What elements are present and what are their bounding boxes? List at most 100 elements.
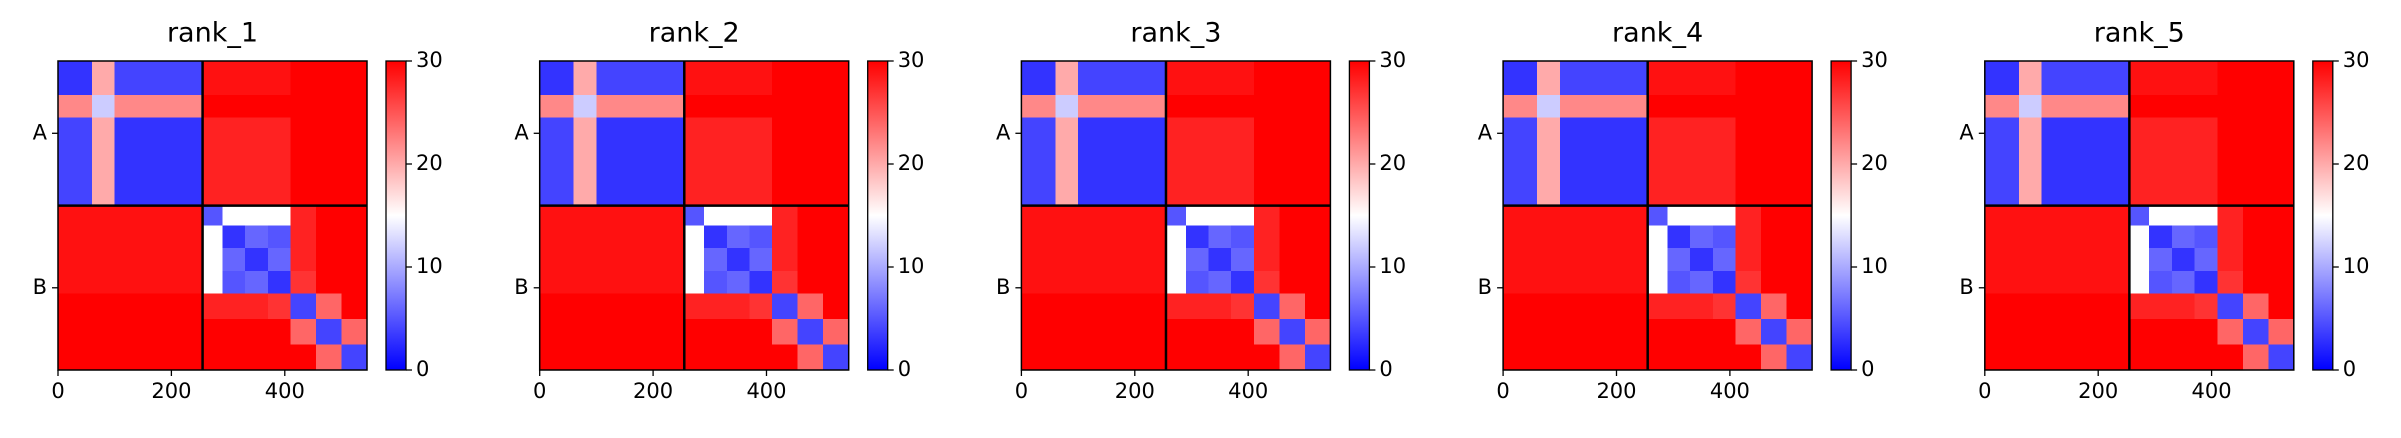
heatmap-cell — [2268, 270, 2295, 294]
heatmap-cell — [772, 293, 799, 320]
heatmap-cell — [58, 95, 93, 119]
heatmap-cell — [684, 318, 705, 345]
heatmap-cell — [1786, 293, 1813, 320]
heatmap-cell — [1165, 95, 1187, 119]
colorbar-tick-label: 0 — [2343, 357, 2356, 381]
heatmap-cell — [749, 248, 773, 272]
heatmap-cell — [1712, 270, 1737, 294]
heatmap-cell — [2149, 293, 2173, 320]
heatmap-cell — [1231, 117, 1255, 207]
heatmap-cell — [1735, 270, 1762, 294]
heatmap-cell — [1503, 248, 1538, 272]
heatmap-cell — [222, 318, 246, 345]
heatmap-cell — [1761, 225, 1788, 249]
x-tick-label: 0 — [533, 379, 546, 403]
heatmap-cell — [290, 318, 317, 345]
heatmap-cell — [2217, 248, 2244, 272]
x-tick-label: 400 — [1228, 379, 1268, 403]
heatmap-cell — [772, 61, 799, 96]
heatmap-cell — [749, 95, 773, 119]
heatmap-cell — [573, 117, 597, 207]
heatmap-cell — [596, 225, 685, 249]
heatmap-cell — [58, 318, 93, 345]
heatmap-cell — [341, 61, 368, 96]
colorbar-tick-label: 10 — [1379, 254, 1406, 278]
heatmap-cell — [92, 117, 116, 207]
heatmap-cell — [2268, 344, 2295, 371]
heatmap-cell — [92, 61, 116, 96]
panel-title: rank_5 — [2094, 18, 2185, 49]
heatmap-cell — [772, 95, 799, 119]
heatmap-cell — [704, 248, 728, 272]
heatmap-cell — [1786, 344, 1813, 371]
x-tick-label: 200 — [633, 379, 673, 403]
heatmap-cell — [704, 61, 728, 96]
heatmap-cell — [573, 248, 597, 272]
colorbar-tick-label: 10 — [898, 254, 925, 278]
heatmap-cell — [684, 95, 705, 119]
heatmap-cell — [222, 344, 246, 371]
heatmap-cell — [1021, 248, 1056, 272]
heatmap-cell — [1667, 344, 1691, 371]
heatmap-cell — [2149, 205, 2173, 226]
heatmap-cell — [1021, 270, 1056, 294]
panel-title: rank_4 — [1612, 18, 1703, 49]
heatmap-cell — [1647, 205, 1669, 226]
colorbar-tick-label: 30 — [416, 48, 443, 72]
heatmap-cell — [1185, 61, 1210, 96]
heatmap-cell — [684, 248, 705, 272]
heatmap-cell — [1984, 95, 2020, 119]
heatmap-cell — [2129, 248, 2150, 272]
heatmap-cell — [1503, 318, 1538, 345]
heatmap-cell — [1786, 117, 1813, 207]
heatmap-cell — [573, 95, 597, 119]
heatmap-cell — [726, 293, 750, 320]
heatmap-cell — [749, 318, 773, 345]
heatmap-cell — [1786, 270, 1813, 294]
heatmap-cell — [114, 270, 204, 294]
heatmap-cell — [573, 225, 597, 249]
heatmap-cell — [290, 225, 317, 249]
x-tick-label: 0 — [1496, 379, 1509, 403]
heatmap-cell — [1537, 95, 1561, 119]
heatmap-cell — [202, 117, 223, 207]
heatmap-cell — [1667, 225, 1691, 249]
heatmap-cell — [1503, 344, 1538, 371]
heatmap-cell — [1761, 293, 1788, 320]
heatmap-cell — [92, 225, 116, 249]
heatmap-cell — [1667, 117, 1691, 207]
heatmap-cell — [1667, 293, 1691, 320]
heatmap-cell — [1735, 205, 1762, 226]
heatmap-cell — [749, 344, 773, 371]
heatmap-cell — [1253, 225, 1280, 249]
y-tick-label: B — [1478, 275, 1492, 299]
heatmap-cell — [2129, 293, 2150, 320]
heatmap-cell — [1537, 318, 1561, 345]
heatmap-cell — [573, 318, 597, 345]
heatmap-cell — [1735, 225, 1762, 249]
heatmap-cell — [539, 248, 575, 272]
heatmap-cell — [1761, 248, 1788, 272]
heatmap-cell — [704, 270, 728, 294]
heatmap-cell — [2268, 318, 2295, 345]
heatmap-cell — [2268, 205, 2295, 226]
heatmap-cell — [1984, 61, 2020, 96]
heatmap-cell — [290, 344, 317, 371]
heatmap-cell — [684, 225, 705, 249]
x-tick-label: 0 — [1015, 379, 1028, 403]
heatmap-cell — [92, 344, 116, 371]
heatmap-cell — [1667, 95, 1691, 119]
heatmap-cell — [2129, 318, 2150, 345]
heatmap-cell — [222, 225, 246, 249]
heatmap-cell — [1055, 225, 1079, 249]
heatmap-cell — [1712, 95, 1737, 119]
heatmap-cell — [2171, 318, 2196, 345]
heatmap-cell — [1185, 117, 1210, 207]
heatmap-cell — [1078, 344, 1167, 371]
heatmap-cell — [245, 61, 269, 96]
heatmap-cell — [1984, 248, 2020, 272]
heatmap-cell — [315, 248, 342, 272]
heatmap-cell — [92, 205, 116, 226]
heatmap-cell — [772, 205, 799, 226]
heatmap-cell — [1208, 293, 1232, 320]
